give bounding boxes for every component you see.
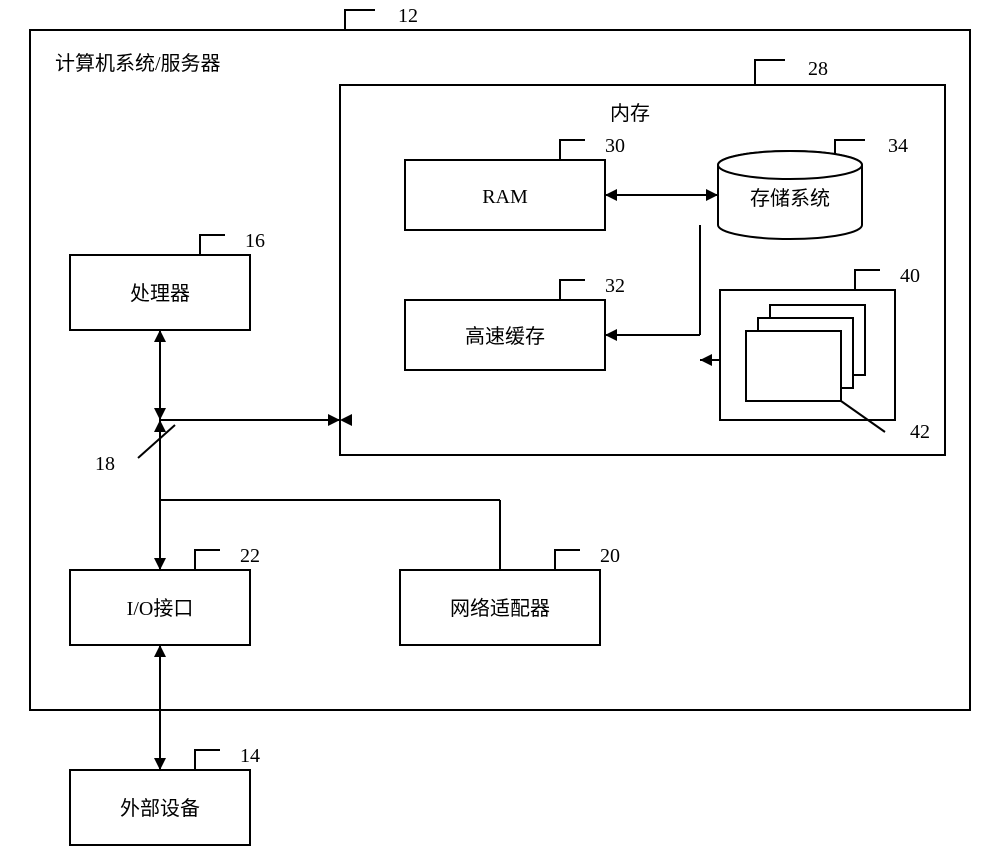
bus-refnum: 18	[95, 453, 115, 475]
storage-cylinder-top	[718, 151, 862, 179]
io-label: I/O接口	[127, 597, 194, 620]
memory-refnum: 28	[808, 58, 828, 80]
processor-refnum: 16	[245, 230, 265, 252]
storage-label: 存储系统	[750, 187, 830, 210]
io-refnum: 22	[240, 545, 260, 567]
system-refnum: 12	[398, 5, 418, 27]
processor-label: 处理器	[130, 282, 190, 305]
modules-refnum: 40	[900, 265, 920, 287]
module-item-refnum: 42	[910, 421, 930, 443]
cache-label: 高速缓存	[465, 325, 545, 348]
ram-refnum: 30	[605, 135, 625, 157]
system-block-diagram: 计算机系统/服务器 12 内存 28 RAM 30 高速缓存 32 处理器 16 I/O接口 22 网络…	[0, 0, 1000, 864]
module-card-2	[746, 331, 841, 401]
external-label: 外部设备	[120, 797, 200, 820]
arrowhead	[154, 758, 166, 770]
external-refnum: 14	[240, 745, 260, 767]
storage-refnum: 34	[888, 135, 908, 157]
external-leader	[195, 750, 220, 770]
cache-refnum: 32	[605, 275, 625, 297]
system-title: 计算机系统/服务器	[55, 52, 221, 75]
network-refnum: 20	[600, 545, 620, 567]
memory-title: 内存	[610, 102, 650, 125]
network-label: 网络适配器	[450, 597, 550, 620]
ram-label: RAM	[482, 186, 528, 208]
system-leader	[345, 10, 375, 30]
